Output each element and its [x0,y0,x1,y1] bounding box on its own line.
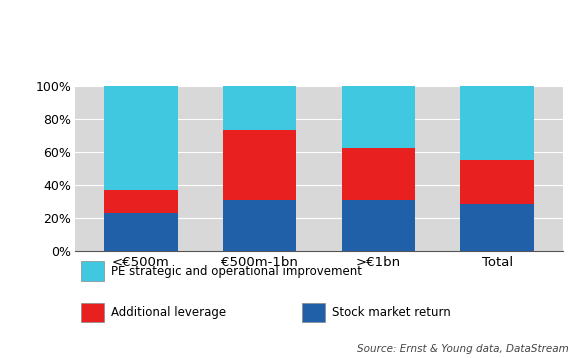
Bar [461,86,534,160]
Text: Stock market return: Stock market return [332,306,451,319]
Bar [104,213,177,251]
Text: by entry level EV, 2005-2011: by entry level EV, 2005-2011 [349,57,563,72]
Text: PE strategic and operational improvement: PE strategic and operational improvement [111,265,362,278]
Bar [461,204,534,251]
Bar [342,199,415,251]
Bar [223,130,296,199]
Bar [104,86,177,190]
Bar [461,160,534,204]
Text: Source: Ernst & Young data, DataStream: Source: Ernst & Young data, DataStream [357,344,568,354]
Bar [342,86,415,149]
Text: Additional leverage: Additional leverage [111,306,226,319]
Bar [223,86,296,130]
Bar [104,190,177,213]
Text: Returns from private equity relative to stock markets,: Returns from private equity relative to … [168,21,563,36]
Bar [342,149,415,199]
Bar [223,199,296,251]
